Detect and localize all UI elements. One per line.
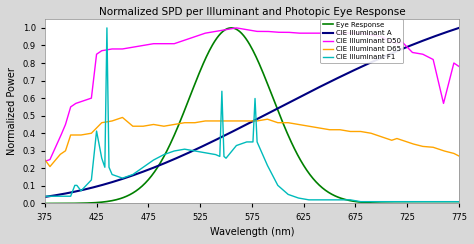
Eye Response	[42, 202, 47, 205]
CIE Illuminant D65	[119, 116, 125, 119]
X-axis label: Wavelength (nm): Wavelength (nm)	[210, 227, 294, 237]
CIE Illuminant D50	[307, 32, 313, 35]
Eye Response	[251, 51, 257, 54]
CIE Illuminant D50	[234, 26, 239, 29]
Eye Response	[191, 85, 197, 88]
Line: CIE Illuminant D50: CIE Illuminant D50	[45, 28, 459, 161]
CIE Illuminant D50	[346, 32, 352, 35]
Eye Response	[346, 199, 352, 202]
CIE Illuminant F1	[270, 174, 275, 177]
CIE Illuminant D65	[42, 158, 47, 161]
CIE Illuminant A	[269, 110, 274, 113]
CIE Illuminant D65	[308, 125, 314, 128]
Line: CIE Illuminant D65: CIE Illuminant D65	[45, 117, 459, 167]
Legend: Eye Response, CIE Illuminant A, CIE Illuminant D50, CIE Illuminant D65, CIE Illu: Eye Response, CIE Illuminant A, CIE Illu…	[320, 19, 403, 63]
CIE Illuminant D65	[347, 130, 353, 133]
CIE Illuminant D65	[271, 120, 276, 123]
Eye Response	[456, 202, 462, 205]
CIE Illuminant D65	[456, 155, 462, 158]
CIE Illuminant A	[96, 184, 101, 187]
CIE Illuminant F1	[96, 141, 101, 143]
CIE Illuminant F1	[42, 195, 47, 198]
Eye Response	[96, 201, 101, 204]
CIE Illuminant A	[456, 26, 462, 29]
CIE Illuminant D65	[193, 121, 199, 124]
CIE Illuminant F1	[346, 198, 352, 201]
Eye Response	[307, 173, 313, 176]
CIE Illuminant F1	[307, 198, 313, 201]
CIE Illuminant A	[346, 71, 351, 74]
CIE Illuminant F1	[251, 119, 257, 122]
CIE Illuminant F1	[104, 26, 110, 29]
CIE Illuminant D50	[270, 30, 275, 33]
CIE Illuminant D50	[96, 51, 101, 54]
CIE Illuminant A	[306, 91, 312, 94]
CIE Illuminant F1	[358, 200, 364, 203]
CIE Illuminant D50	[42, 160, 47, 163]
CIE Illuminant D50	[456, 65, 462, 68]
CIE Illuminant F1	[456, 200, 462, 203]
CIE Illuminant D65	[97, 123, 102, 126]
CIE Illuminant A	[42, 195, 47, 198]
Y-axis label: Normalized Power: Normalized Power	[7, 67, 17, 155]
CIE Illuminant A	[250, 120, 256, 123]
CIE Illuminant D50	[251, 30, 257, 32]
CIE Illuminant D65	[252, 120, 258, 122]
Eye Response	[270, 95, 275, 98]
CIE Illuminant F1	[192, 150, 198, 152]
Line: CIE Illuminant F1: CIE Illuminant F1	[45, 28, 459, 202]
Line: CIE Illuminant A: CIE Illuminant A	[45, 28, 459, 197]
CIE Illuminant A	[191, 149, 197, 152]
Title: Normalized SPD per Illuminant and Photopic Eye Response: Normalized SPD per Illuminant and Photop…	[99, 7, 405, 17]
CIE Illuminant D50	[191, 36, 197, 39]
Eye Response	[228, 26, 234, 29]
Line: Eye Response: Eye Response	[45, 28, 459, 203]
CIE Illuminant D65	[47, 165, 53, 168]
